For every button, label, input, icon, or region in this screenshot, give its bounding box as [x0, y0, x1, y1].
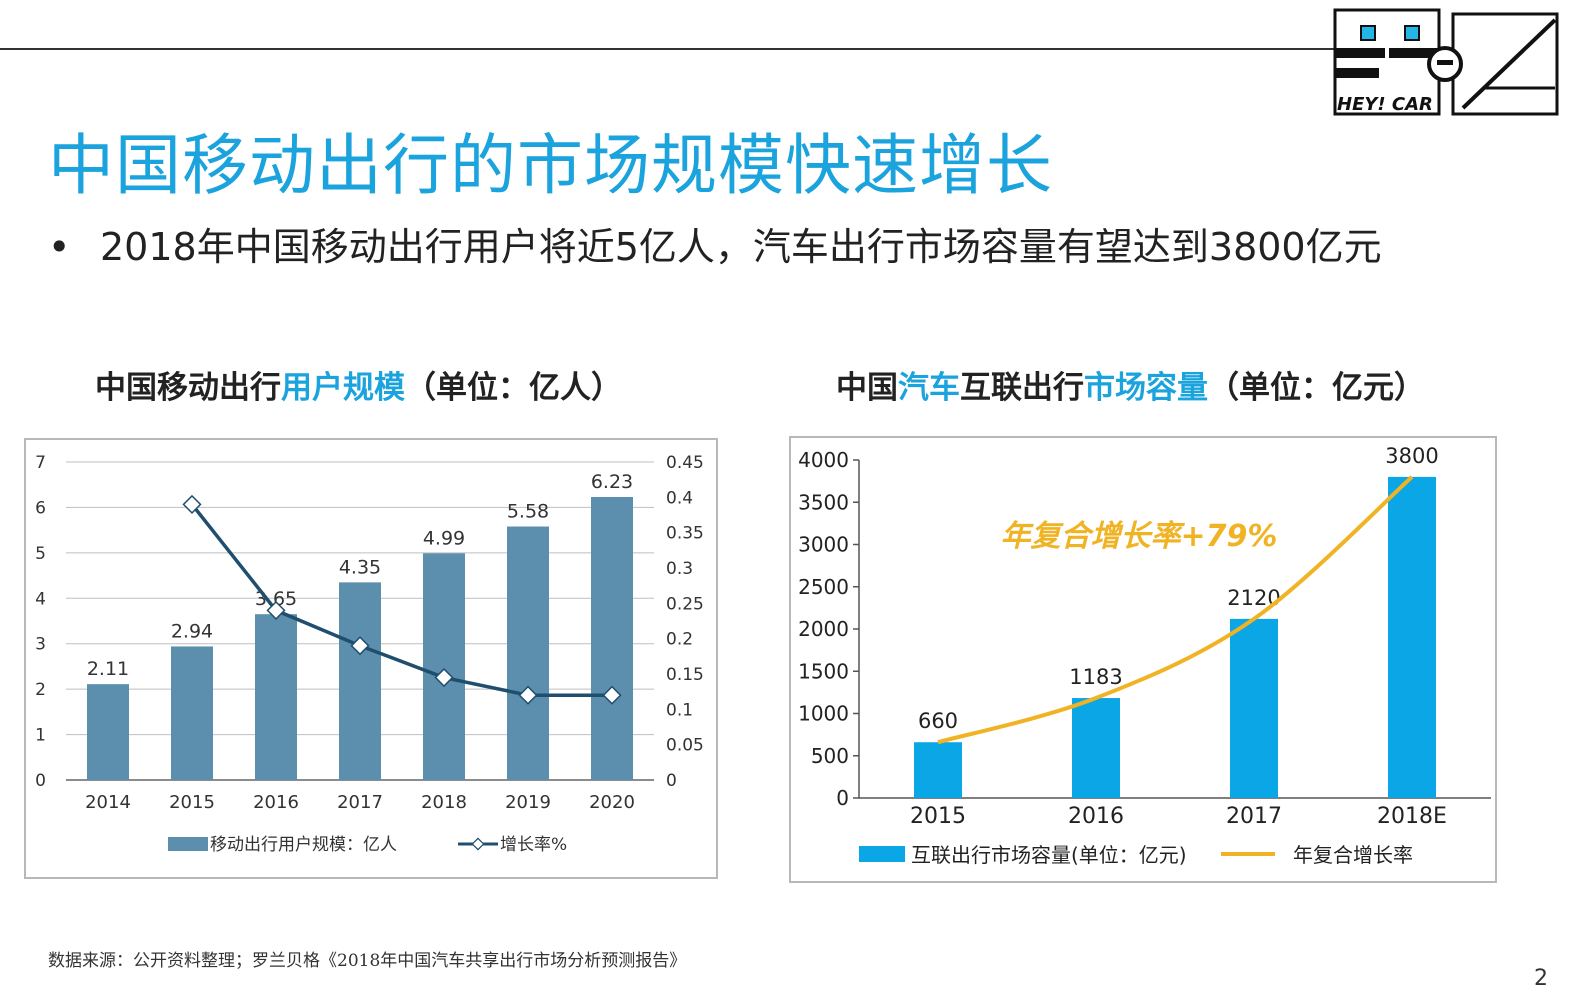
chart-title-market: 中国汽车互联出行市场容量（单位：亿元） — [836, 362, 1425, 407]
data-label: 3.65 — [255, 588, 297, 610]
y2-tick-label: 0.25 — [666, 594, 704, 614]
header-divider — [0, 48, 1340, 50]
bar — [1388, 476, 1436, 798]
x-tick-label: 2017 — [337, 792, 383, 813]
y2-tick-label: 0.1 — [666, 700, 693, 720]
y-tick-label: 7 — [35, 453, 46, 473]
bar — [591, 496, 633, 780]
growth-rate-point — [518, 685, 538, 705]
cagr-curve — [937, 475, 1414, 745]
chart-title-users-highlight: 用户规模 — [281, 370, 405, 406]
summary-text: 2018年中国移动出行用户将近5亿人，汽车出行市场容量有望达到3800亿元 — [100, 225, 1382, 269]
x-tick-label: 2015 — [169, 792, 215, 813]
growth-rate-point — [602, 685, 622, 705]
y2-tick-label: 0.4 — [666, 488, 693, 508]
data-label: 4.35 — [339, 556, 381, 578]
data-label: 660 — [918, 709, 958, 733]
legend-swatch-bar — [168, 837, 208, 851]
y-tick-label: 4000 — [798, 448, 849, 472]
y-tick-label: 500 — [811, 744, 849, 768]
page-title: 中国移动出行的市场规模快速增长 — [48, 127, 1053, 204]
x-tick-label: 2018 — [421, 792, 467, 813]
bar — [1072, 698, 1120, 798]
chart-title-users-unit: （单位：亿人） — [405, 370, 622, 406]
cagr-annotation: 年复合增长率+79% — [1001, 519, 1278, 554]
growth-rate-point — [182, 494, 202, 514]
summary-bullet: • 2018年中国移动出行用户将近5亿人，汽车出行市场容量有望达到3800亿元 — [48, 216, 1382, 271]
chart-title-market-unit: （单位：亿元） — [1208, 370, 1425, 406]
y-tick-label: 3500 — [798, 490, 849, 514]
y-tick-label: 3 — [35, 635, 46, 655]
bar — [914, 742, 962, 798]
chart-title-users: 中国移动出行用户规模（单位：亿人） — [95, 362, 622, 407]
bar — [87, 684, 129, 780]
y-tick-label: 5 — [35, 544, 46, 564]
data-label: 2.11 — [87, 658, 129, 680]
x-tick-label: 2016 — [1068, 804, 1124, 829]
x-tick-label: 2016 — [253, 792, 299, 813]
bar — [507, 526, 549, 780]
bar — [255, 614, 297, 780]
data-label: 4.99 — [423, 527, 465, 549]
chart-title-market-highlight2: 市场容量 — [1084, 370, 1208, 406]
y2-tick-label: 0.35 — [666, 524, 704, 544]
bullet-mark: • — [48, 225, 71, 269]
y2-tick-label: 0.2 — [666, 630, 693, 650]
y-tick-label: 2000 — [798, 617, 849, 641]
data-label: 2.94 — [171, 620, 213, 642]
y-tick-label: 1500 — [798, 659, 849, 683]
x-tick-label: 2014 — [85, 792, 131, 813]
heycar-logo: HEY! CAR — [1333, 8, 1559, 116]
data-label: 5.58 — [507, 501, 549, 523]
y-tick-label: 2 — [35, 680, 46, 700]
x-tick-label: 2017 — [1226, 804, 1282, 829]
data-label: 1183 — [1069, 665, 1122, 689]
legend-label-bar: 互联出行市场容量(单位：亿元) — [911, 843, 1187, 867]
users-chart-svg: 0 1 2 3 4 5 6 7 0 0.05 0.1 0.15 0.2 0.25 0.3 0.35 0.4 0.4… — [35, 453, 704, 855]
y2-tick-label: 0.05 — [666, 736, 704, 756]
growth-rate-point — [350, 636, 370, 656]
y-tick-label: 1000 — [798, 702, 849, 726]
growth-rate-line — [190, 503, 612, 697]
x-tick-label: 2015 — [910, 804, 966, 829]
y-tick-label: 1 — [35, 726, 46, 746]
bar — [339, 582, 381, 780]
chart-title-market-highlight1: 汽车 — [898, 370, 960, 406]
y-tick-label: 0 — [836, 786, 849, 810]
chart-title-market-part3: 互联出行 — [960, 370, 1084, 406]
legend-label-bar: 移动出行用户规模：亿人 — [210, 835, 397, 855]
growth-rate-point — [434, 667, 454, 688]
y2-tick-label: 0.3 — [666, 559, 693, 579]
y-tick-label: 4 — [35, 589, 46, 609]
x-tick-label: 2018E — [1377, 804, 1447, 829]
y2-tick-label: 0.15 — [666, 665, 704, 685]
chart-title-market-part1: 中国 — [836, 370, 898, 406]
chart-title-users-part1: 中国移动出行 — [95, 370, 281, 406]
legend-label-line: 年复合增长率 — [1293, 843, 1413, 867]
y-tick-label: 6 — [35, 498, 46, 518]
bar — [171, 646, 213, 780]
x-tick-label: 2019 — [505, 792, 551, 813]
bar — [423, 553, 465, 780]
y2-tick-label: 0.45 — [666, 453, 704, 473]
users-chart: 0 1 2 3 4 5 6 7 0 0.05 0.1 0.15 0.2 0.25 0.3 0.35 0.4 0.4… — [24, 438, 718, 879]
x-tick-label: 2020 — [589, 792, 635, 813]
growth-rate-point — [266, 600, 286, 620]
legend-label-line: 增长率% — [500, 835, 567, 855]
y-tick-label: 2500 — [798, 575, 849, 599]
market-chart-svg: 0 500 1000 1500 2000 2500 3000 3500 4000 660 2015 1… — [798, 444, 1491, 867]
legend-swatch-bar — [859, 846, 905, 862]
data-source-note: 数据来源：公开资料整理；罗兰贝格《2018年中国汽车共享出行市场分析预测报告》 — [48, 951, 687, 971]
page-number: 2 — [1534, 966, 1548, 991]
y-tick-label: 3000 — [798, 533, 849, 557]
legend-swatch-marker — [471, 837, 485, 851]
bar — [1230, 618, 1278, 798]
y-tick-label: 0 — [35, 771, 46, 791]
svg-text:HEY! CAR: HEY! CAR — [1337, 94, 1433, 115]
data-label: 6.23 — [591, 471, 633, 493]
data-label: 3800 — [1385, 444, 1438, 468]
y2-tick-label: 0 — [666, 771, 677, 791]
market-chart: 0 500 1000 1500 2000 2500 3000 3500 4000 660 2015 1… — [789, 436, 1497, 883]
